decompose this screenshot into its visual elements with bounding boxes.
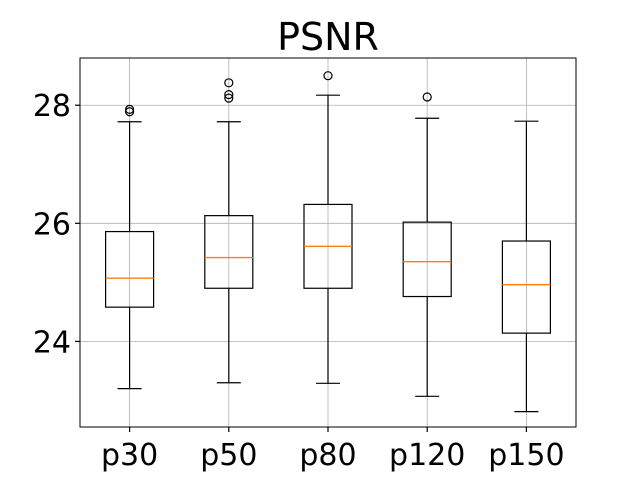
box-p150 <box>501 120 551 413</box>
box-p120 <box>402 92 452 397</box>
box-layer <box>104 71 551 413</box>
outlier-point <box>125 107 135 117</box>
outlier-point <box>224 90 234 100</box>
chart-title: PSNR <box>277 15 379 59</box>
iqr-box <box>204 215 254 289</box>
iqr-box <box>104 230 155 308</box>
outlier-point <box>323 71 333 81</box>
x-tick-label: p50 <box>200 438 257 473</box>
x-tick-label: p80 <box>299 438 356 473</box>
outlier-point <box>125 104 135 114</box>
box-p50 <box>204 78 254 384</box>
iqr-box <box>501 240 551 334</box>
box-p30 <box>104 104 155 390</box>
outlier-point <box>422 92 432 102</box>
outlier-point <box>224 93 234 103</box>
x-tick-label: p120 <box>389 438 465 473</box>
box-p80 <box>303 71 353 384</box>
y-tick-label: 28 <box>33 89 71 124</box>
x-tick-label: p30 <box>101 438 158 473</box>
y-tick-label: 24 <box>33 325 71 360</box>
y-tick-label: 26 <box>33 207 71 242</box>
x-tick-label: p150 <box>488 438 564 473</box>
label-layer: 24 26 28 p30 p50 p80 p120 p150 <box>33 89 565 473</box>
iqr-box <box>402 221 452 298</box>
outlier-point <box>224 78 234 88</box>
